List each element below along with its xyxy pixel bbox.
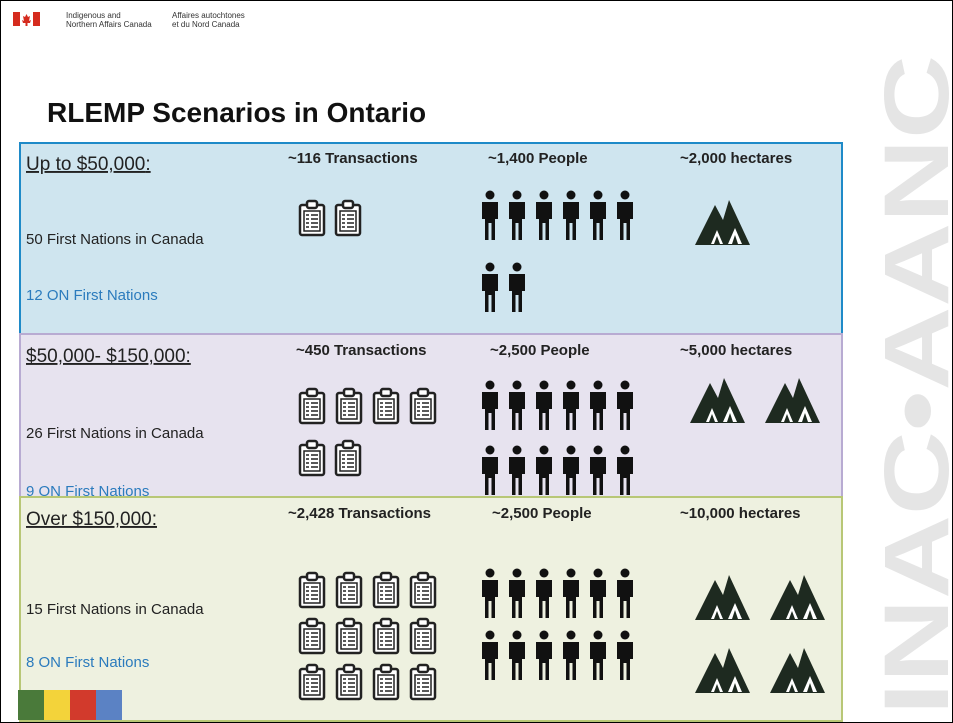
tier-label: Over $150,000: (26, 509, 157, 530)
clipboard-icon (372, 387, 400, 425)
canada-count: 26 First Nations in Canada (26, 425, 204, 442)
footer-logos (18, 690, 122, 720)
people: ~1,400 People (488, 150, 588, 167)
transactions: ~116 Transactions (288, 150, 418, 167)
slide-title: RLEMP Scenarios in Ontario (47, 97, 426, 128)
clipboard-icon (334, 199, 362, 237)
clipboard-icon (409, 617, 437, 655)
clipboard-icon (372, 617, 400, 655)
clipboard-icon (298, 439, 326, 477)
canada-count: 50 First Nations in Canada (26, 231, 204, 248)
clipboard-icon (298, 571, 326, 609)
clipboard-icon (298, 617, 326, 655)
clipboard-icon (334, 439, 362, 477)
hectares: ~5,000 hectares (680, 342, 792, 359)
hectares: ~10,000 hectares (680, 505, 801, 522)
flag (13, 12, 40, 26)
clipboard-icon (298, 663, 326, 701)
watermark: INAC•AANC (866, 55, 953, 715)
ontario-count: 8 ON First Nations (26, 654, 149, 671)
people: ~2,500 People (492, 505, 592, 522)
tier-label: Up to $50,000: (26, 154, 151, 175)
clipboard-icon (409, 663, 437, 701)
hectares: ~2,000 hectares (680, 150, 792, 167)
clipboard-icon (298, 199, 326, 237)
clipboard-icon (335, 387, 363, 425)
tier-label: $50,000- $150,000: (26, 346, 191, 367)
clipboard-icon (409, 387, 437, 425)
clipboard-icon (335, 663, 363, 701)
clipboard-icon (298, 387, 326, 425)
clipboard-icon (335, 617, 363, 655)
canada-count: 15 First Nations in Canada (26, 601, 204, 618)
clipboard-icon (409, 571, 437, 609)
clipboard-icon (372, 571, 400, 609)
dept-english: Indigenous and Northern Affairs Canada (66, 11, 152, 29)
clipboard-icon (372, 663, 400, 701)
people: ~2,500 People (490, 342, 590, 359)
transactions: ~2,428 Transactions (288, 505, 431, 522)
transactions: ~450 Transactions (296, 342, 427, 359)
dept-french: Affaires autochtones et du Nord Canada (172, 11, 245, 29)
ontario-count: 12 ON First Nations (26, 287, 158, 304)
ontario-count: 9 ON First Nations (26, 483, 149, 500)
clipboard-icon (335, 571, 363, 609)
